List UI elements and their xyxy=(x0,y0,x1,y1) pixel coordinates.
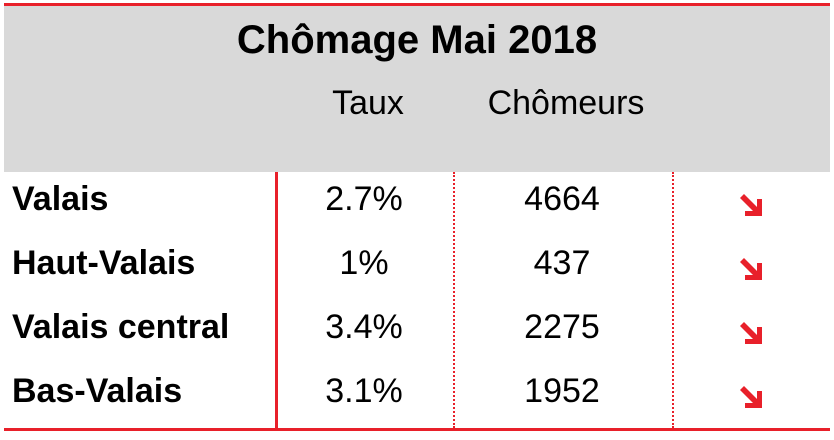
bottom-border xyxy=(4,428,830,431)
chomeurs-value: 437 xyxy=(533,244,591,282)
region-name: Haut-Valais xyxy=(12,244,196,282)
chomeurs-value: 4664 xyxy=(524,180,600,218)
table-header: Chômage Mai 2018 Taux Chômeurs xyxy=(4,6,830,172)
chomeurs-value: 1952 xyxy=(524,372,600,410)
down-right-arrow-icon xyxy=(740,386,762,408)
chomeurs-value: 2275 xyxy=(524,308,600,346)
column-divider-dotted xyxy=(672,172,674,428)
table-row: Valais central 3.4% 2275 xyxy=(4,300,830,364)
column-header-taux: Taux xyxy=(332,84,404,122)
table-row: Bas-Valais 3.1% 1952 xyxy=(4,364,830,428)
table-title: Chômage Mai 2018 xyxy=(236,18,598,62)
down-right-arrow-icon xyxy=(740,258,762,280)
taux-value: 2.7% xyxy=(325,180,403,218)
column-divider-solid xyxy=(275,172,278,428)
table-row: Haut-Valais 1% 437 xyxy=(4,236,830,300)
region-name: Valais xyxy=(12,180,109,218)
table-body: Valais 2.7% 4664 Haut-Valais 1% 437 Vala… xyxy=(4,172,830,428)
region-name: Bas-Valais xyxy=(12,372,183,410)
taux-value: 1% xyxy=(339,244,389,282)
region-name: Valais central xyxy=(12,308,230,346)
column-header-chomeurs: Chômeurs xyxy=(487,84,645,122)
down-right-arrow-icon xyxy=(740,322,762,344)
taux-value: 3.1% xyxy=(325,372,403,410)
table-row: Valais 2.7% 4664 xyxy=(4,172,830,236)
taux-value: 3.4% xyxy=(325,308,403,346)
column-divider-dotted xyxy=(453,172,455,428)
top-border xyxy=(4,3,830,6)
down-right-arrow-icon xyxy=(740,194,762,216)
